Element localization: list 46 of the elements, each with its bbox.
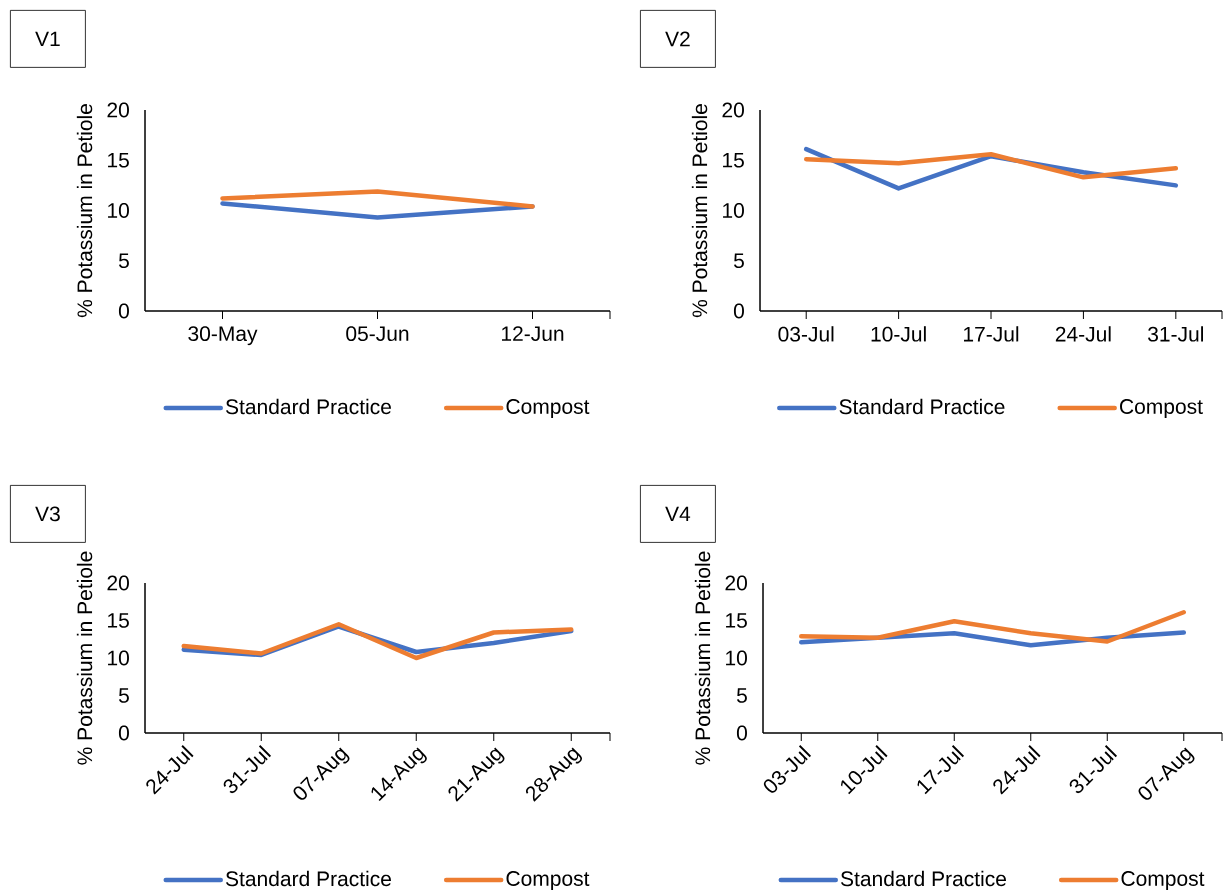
line-series <box>799 610 1187 644</box>
y-tick-label: 15 <box>108 613 129 628</box>
y-tick-label: 5 <box>736 688 747 703</box>
y-tick-label: 10 <box>723 203 744 218</box>
x-tick-label: 17-Jul <box>964 326 1019 342</box>
legend-label: Compost <box>1121 871 1205 891</box>
x-tick-label: 10-Jul <box>871 326 926 342</box>
y-tick-label: 20 <box>722 102 744 118</box>
y-axis-title: % Potassium in Petiole <box>76 104 93 318</box>
y-tick-label: 5 <box>118 253 129 269</box>
legend-label: Standard Practice <box>839 398 1005 415</box>
x-tick-label: 24-Jul <box>1055 326 1111 342</box>
y-tick-label: 15 <box>726 613 747 628</box>
x-tick-label: 03-Jul <box>778 326 834 342</box>
y-tick-label: 20 <box>725 575 747 591</box>
y-tick-label: 5 <box>118 688 129 703</box>
chart-title: V4 <box>665 506 691 522</box>
legend-label: Standard Practice <box>225 870 391 887</box>
legend-label: Compost <box>506 399 590 419</box>
y-tick-label: 10 <box>108 203 129 218</box>
legend-label: Standard Practice <box>840 870 1006 887</box>
x-tick-label: 12-Jun <box>502 326 564 342</box>
line-series <box>803 151 1179 180</box>
x-tick-label: 30-May <box>188 326 258 346</box>
y-tick-label: 0 <box>118 725 129 741</box>
y-tick-label: 10 <box>108 650 129 666</box>
chart-title: V2 <box>665 31 690 47</box>
y-tick-label: 5 <box>733 253 744 269</box>
legend-label: Standard Practice <box>225 398 391 415</box>
y-tick-label: 10 <box>726 650 747 666</box>
y-tick-label: 0 <box>736 725 747 741</box>
legend-label: Compost <box>1120 399 1203 419</box>
legend-label: Compost <box>506 871 590 891</box>
y-tick-label: 20 <box>107 575 129 591</box>
chart-title: V1 <box>35 31 60 47</box>
y-axis-title: % Potassium in Petiole <box>691 104 708 318</box>
y-tick-label: 15 <box>108 152 129 168</box>
y-tick-label: 15 <box>723 152 744 168</box>
x-tick-label: 05-Jun <box>346 326 409 342</box>
y-axis-title: % Potassium in Petiole <box>694 551 711 765</box>
x-tick-label: 31-Jul <box>1148 326 1203 342</box>
chart-title: V3 <box>35 506 60 522</box>
y-axis-title: % Potassium in Petiole <box>76 551 93 765</box>
y-tick-label: 0 <box>733 303 744 319</box>
y-tick-label: 0 <box>118 303 129 319</box>
y-tick-label: 20 <box>107 102 129 118</box>
